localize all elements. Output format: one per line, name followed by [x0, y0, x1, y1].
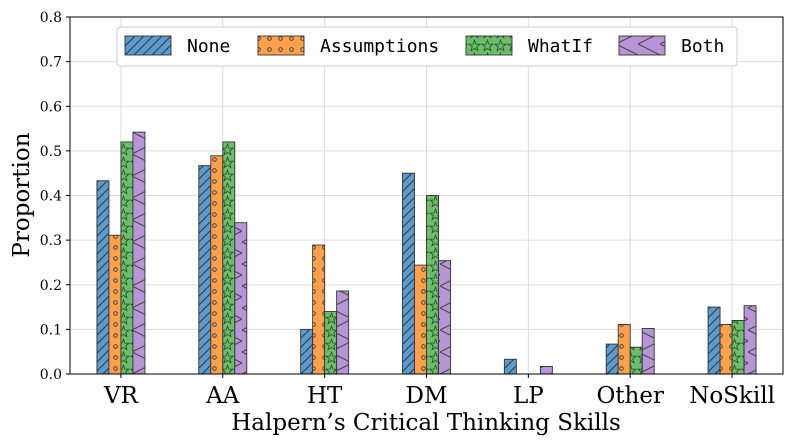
- bar-none-vr: [96, 180, 110, 375]
- bar-hatch: [210, 155, 224, 375]
- y-tick-label: 0.5: [40, 144, 62, 160]
- bar-none-ht: [300, 328, 314, 375]
- legend-swatch-hatch: [465, 35, 513, 56]
- y-tick-label: 0.8: [40, 10, 62, 26]
- bar-hatch: [120, 141, 134, 375]
- x-tick-label: HT: [307, 383, 343, 409]
- legend-entry-both: Both: [618, 35, 724, 57]
- y-axis: 0.0 0.1 0.2 0.3 0.4 0.5 0.6 0.7 0.8: [40, 10, 70, 383]
- x-axis: VR AA HT DM LP Other NoSkill: [103, 374, 775, 409]
- bar-assumptions-ht: [312, 244, 326, 375]
- bar-assumptions-aa: [210, 155, 224, 375]
- y-tick-label: 0.2: [40, 278, 62, 294]
- bar-hatch: [605, 343, 619, 375]
- bar-hatch: [300, 328, 314, 375]
- legend-entry-assumptions: Assumptions: [257, 35, 439, 57]
- bar-hatch: [503, 358, 517, 375]
- x-axis-label: Halpern’s Critical Thinking Skills: [231, 410, 621, 436]
- bar-both-lp: [539, 365, 553, 375]
- bar-both-ht: [336, 290, 350, 375]
- bar-both-aa: [234, 222, 248, 375]
- y-tick-label: 0.0: [40, 367, 62, 383]
- bar-hatch: [426, 195, 439, 375]
- legend: None Assumptions WhatIf Both: [116, 26, 738, 67]
- bar-hatch: [198, 165, 212, 375]
- bar-none-noskill: [707, 306, 721, 375]
- bar-hatch: [96, 180, 110, 375]
- bar-assumptions-noskill: [719, 324, 733, 375]
- bar-hatch: [132, 131, 146, 375]
- bar-hatch: [719, 324, 733, 375]
- legend-label: Both: [681, 36, 724, 57]
- bar-hatch: [743, 305, 757, 375]
- legend-label: None: [187, 36, 230, 57]
- bar-none-other: [605, 343, 619, 375]
- bar-whatif-other: [629, 346, 643, 375]
- x-tick-label: LP: [513, 383, 544, 409]
- bar-both-dm: [438, 260, 451, 375]
- bar-hatch: [438, 260, 451, 375]
- bar-hatch: [539, 365, 553, 375]
- bar-assumptions-other: [617, 324, 631, 375]
- bar-whatif-vr: [120, 141, 134, 375]
- bar-assumptions-dm: [414, 264, 427, 375]
- bar-hatch: [629, 346, 643, 375]
- bars: [96, 131, 757, 375]
- y-tick-label: 0.6: [40, 99, 62, 115]
- bar-hatch: [324, 311, 338, 375]
- bar-whatif-noskill: [731, 320, 745, 375]
- bar-whatif-aa: [222, 141, 236, 375]
- x-tick-label: NoSkill: [689, 383, 775, 409]
- x-tick-label: VR: [103, 383, 139, 409]
- bar-hatch: [336, 290, 350, 375]
- bar-both-noskill: [743, 305, 757, 375]
- x-tick-label: Other: [596, 383, 664, 409]
- bar-assumptions-vr: [108, 234, 122, 375]
- bar-hatch: [641, 328, 655, 375]
- bar-hatch: [312, 244, 326, 375]
- legend-swatch-hatch: [257, 35, 305, 56]
- bar-both-other: [641, 328, 655, 375]
- y-tick-label: 0.7: [40, 55, 62, 71]
- y-tick-label: 0.1: [40, 322, 62, 338]
- bar-hatch: [108, 234, 122, 375]
- bar-hatch: [414, 264, 427, 375]
- legend-swatch-hatch: [618, 35, 666, 56]
- legend-entry-whatif: WhatIf: [465, 35, 593, 57]
- bar-none-dm: [402, 172, 415, 375]
- bar-hatch: [234, 222, 248, 375]
- bar-whatif-dm: [426, 195, 439, 375]
- y-axis-label: Proportion: [9, 132, 35, 257]
- bar-hatch: [617, 324, 631, 375]
- x-tick-label: AA: [205, 383, 240, 409]
- bar-none-aa: [198, 165, 212, 375]
- x-tick-label: DM: [406, 383, 448, 409]
- bar-hatch: [402, 172, 415, 375]
- bar-both-vr: [132, 131, 146, 375]
- bar-hatch: [707, 306, 721, 375]
- bar-hatch: [222, 141, 236, 375]
- y-tick-label: 0.4: [40, 189, 62, 205]
- y-tick-label: 0.3: [40, 233, 62, 249]
- legend-label: Assumptions: [320, 36, 439, 57]
- bar-hatch: [731, 320, 745, 375]
- legend-label: WhatIf: [528, 36, 593, 57]
- legend-swatch-hatch: [124, 35, 172, 56]
- legend-entry-none: None: [124, 35, 230, 57]
- bar-whatif-ht: [324, 311, 338, 375]
- bar-none-lp: [503, 358, 517, 375]
